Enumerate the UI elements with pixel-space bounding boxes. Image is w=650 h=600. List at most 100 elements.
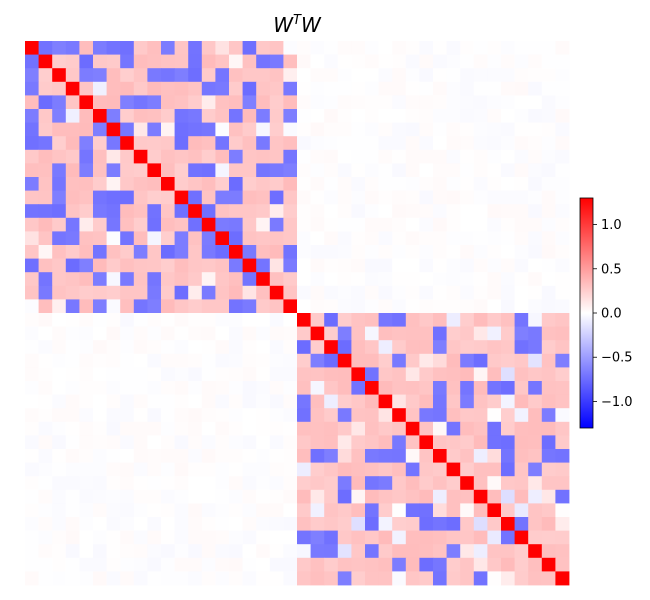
- heatmap-cell: [106, 449, 121, 463]
- heatmap-cell: [446, 462, 461, 477]
- heatmap-cell: [106, 122, 121, 137]
- heatmap-cell: [174, 272, 189, 287]
- heatmap-cell: [514, 462, 529, 477]
- heatmap-cell: [79, 408, 94, 423]
- heatmap-cell: [555, 449, 570, 463]
- heatmap-cell: [106, 557, 121, 572]
- heatmap-cell: [433, 503, 447, 518]
- heatmap-cell: [351, 109, 366, 123]
- heatmap-cell: [161, 353, 175, 368]
- heatmap-cell: [392, 177, 407, 191]
- heatmap-cell: [501, 517, 515, 531]
- heatmap-cell: [25, 109, 39, 123]
- heatmap-cell: [106, 367, 121, 382]
- heatmap-cell: [433, 190, 447, 205]
- heatmap-cell: [337, 381, 352, 395]
- heatmap-cell: [256, 122, 271, 137]
- heatmap-cell: [161, 285, 175, 300]
- heatmap-cell: [324, 272, 339, 287]
- heatmap-cell: [120, 313, 135, 327]
- heatmap-cell: [405, 571, 420, 586]
- heatmap-cell: [120, 530, 135, 545]
- heatmap-cell: [392, 557, 407, 572]
- heatmap-cell: [79, 503, 94, 518]
- heatmap-cell: [93, 503, 107, 518]
- heatmap-cell: [555, 285, 570, 300]
- heatmap-cell: [555, 177, 570, 191]
- heatmap-cell: [133, 177, 148, 191]
- heatmap-cell: [79, 41, 94, 55]
- heatmap-cell: [147, 149, 162, 164]
- heatmap-cell: [310, 421, 325, 436]
- heatmap-cell: [446, 449, 461, 463]
- heatmap-cell: [501, 190, 515, 205]
- heatmap-cell: [337, 449, 352, 463]
- heatmap-cell: [337, 136, 352, 151]
- heatmap-cell: [242, 204, 257, 219]
- heatmap-cell: [65, 272, 80, 287]
- heatmap-cell: [283, 449, 298, 463]
- heatmap-cell: [242, 544, 257, 559]
- heatmap-cell: [147, 421, 162, 436]
- heatmap-cell: [65, 557, 80, 572]
- chart-title-superscript: T: [293, 13, 302, 28]
- heatmap-cell: [215, 177, 230, 191]
- heatmap-cell: [174, 381, 189, 395]
- heatmap-cell: [541, 285, 556, 300]
- heatmap-cell: [446, 81, 461, 96]
- heatmap-cell: [269, 204, 284, 219]
- heatmap-cell: [351, 462, 366, 477]
- heatmap-cell: [133, 272, 148, 287]
- heatmap-cell: [541, 381, 556, 395]
- heatmap-cell: [365, 557, 379, 572]
- heatmap-cell: [378, 95, 393, 110]
- heatmap-cell: [133, 285, 148, 300]
- heatmap-cell: [229, 68, 243, 83]
- heatmap-cell: [269, 177, 284, 191]
- heatmap-cell: [392, 530, 407, 545]
- heatmap-cell: [351, 449, 366, 463]
- heatmap-cell: [269, 136, 284, 151]
- heatmap-cell: [324, 340, 339, 355]
- heatmap-cell: [324, 163, 339, 178]
- heatmap-cell: [473, 177, 488, 191]
- heatmap-cell: [242, 149, 257, 164]
- heatmap-cell: [337, 258, 352, 273]
- heatmap-cell: [473, 517, 488, 531]
- heatmap-cell: [487, 81, 502, 96]
- heatmap-cell: [310, 272, 325, 287]
- heatmap-cell: [201, 217, 216, 232]
- heatmap-cell: [161, 177, 175, 191]
- heatmap-cell: [188, 557, 203, 572]
- heatmap-cell: [147, 204, 162, 219]
- heatmap-cell: [147, 109, 162, 123]
- heatmap-cell: [405, 299, 420, 314]
- heatmap-cell: [120, 462, 135, 477]
- heatmap-cell: [52, 421, 67, 436]
- heatmap-cell: [528, 81, 543, 96]
- heatmap-cell: [378, 245, 393, 259]
- heatmap-cell: [528, 204, 543, 219]
- heatmap-cell: [541, 408, 556, 423]
- heatmap-cell: [378, 163, 393, 178]
- heatmap-cell: [541, 462, 556, 477]
- heatmap-cell: [419, 122, 434, 137]
- heatmap-cell: [541, 299, 556, 314]
- heatmap-cell: [460, 217, 475, 232]
- heatmap-cell: [310, 204, 325, 219]
- heatmap-cell: [188, 136, 203, 151]
- colorbar-gradient: [579, 197, 594, 429]
- heatmap-cell: [555, 503, 570, 518]
- heatmap-cell: [174, 163, 189, 178]
- heatmap-cell: [106, 81, 121, 96]
- heatmap-cell: [188, 449, 203, 463]
- heatmap-cell: [65, 571, 80, 586]
- heatmap-cell: [405, 163, 420, 178]
- heatmap-cell: [65, 245, 80, 259]
- heatmap-cell: [310, 503, 325, 518]
- heatmap-cell: [269, 571, 284, 586]
- heatmap-cell: [242, 435, 257, 450]
- heatmap-cell: [25, 231, 39, 246]
- heatmap-cell: [79, 272, 94, 287]
